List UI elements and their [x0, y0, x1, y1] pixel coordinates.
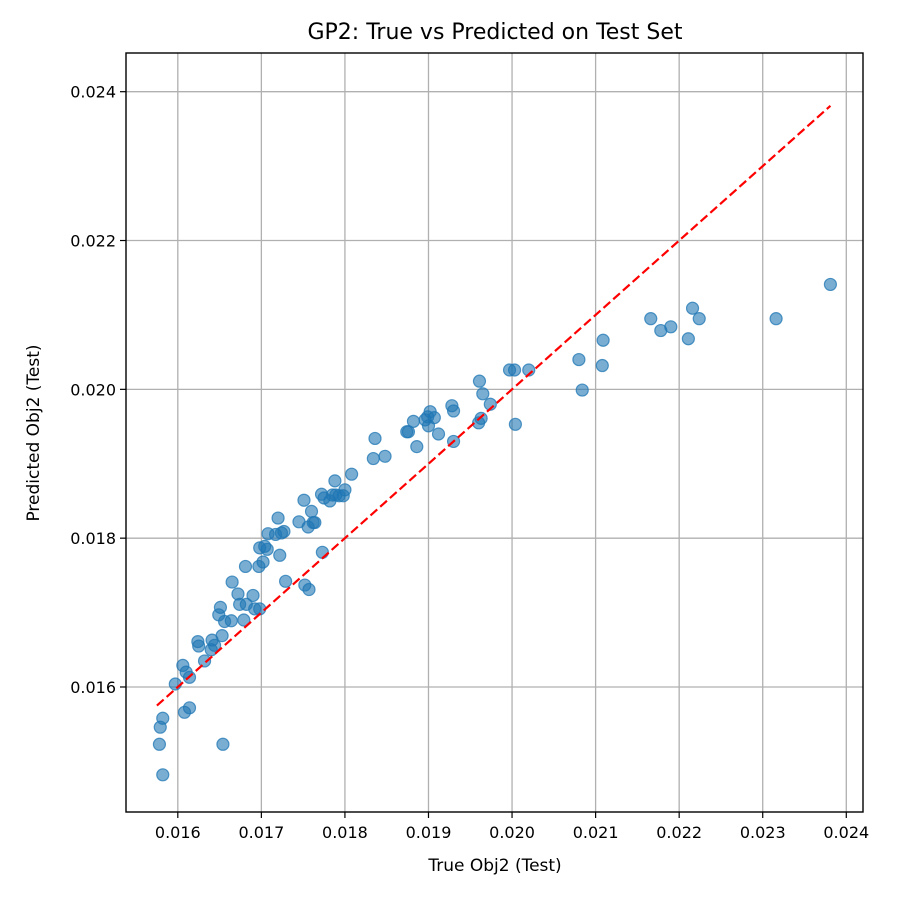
data-point — [572, 352, 586, 367]
data-point — [152, 737, 167, 751]
data-point — [345, 467, 359, 481]
data-point — [277, 524, 291, 539]
data-point — [338, 483, 352, 497]
data-point — [328, 474, 342, 488]
data-point — [315, 545, 329, 559]
data-point — [207, 638, 222, 652]
data-point — [368, 431, 382, 446]
x-tick-label: 0.021 — [573, 823, 619, 842]
data-point — [260, 542, 274, 556]
data-point — [156, 711, 170, 725]
data-point — [427, 411, 441, 425]
data-point — [446, 404, 461, 418]
data-point — [401, 425, 416, 439]
data-points — [152, 277, 838, 782]
data-point — [472, 374, 487, 388]
data-point — [256, 555, 270, 569]
chart-title: GP2: True vs Predicted on Test Set — [307, 20, 682, 45]
data-point — [304, 504, 319, 518]
data-point — [238, 559, 253, 574]
data-point — [410, 440, 424, 454]
data-point — [197, 654, 212, 668]
data-point — [507, 363, 522, 377]
grid — [126, 53, 863, 812]
data-point — [692, 312, 706, 326]
plot-frame — [125, 52, 864, 813]
x-tick-label: 0.018 — [322, 823, 368, 842]
data-point — [431, 427, 446, 441]
x-tick-label: 0.023 — [740, 823, 786, 842]
y-tick-label: 0.016 — [70, 678, 116, 697]
data-point — [664, 320, 678, 334]
y-tick-label: 0.018 — [70, 529, 116, 548]
data-point — [575, 383, 589, 397]
data-point — [278, 574, 293, 588]
x-tick-label: 0.020 — [489, 823, 535, 842]
data-point — [156, 768, 170, 782]
data-point — [224, 614, 238, 628]
data-point — [596, 333, 610, 347]
data-point — [769, 312, 783, 326]
y-tick-label: 0.022 — [70, 232, 116, 251]
y-tick-label: 0.024 — [70, 83, 116, 102]
data-point — [225, 575, 239, 589]
x-tick-label: 0.017 — [238, 823, 284, 842]
data-point — [644, 312, 658, 326]
data-point — [378, 449, 392, 463]
data-point — [685, 301, 700, 315]
x-axis-ticks: 0.016 0.017 0.018 0.019 0.020 0.021 0.022 0.023… — [155, 812, 869, 842]
data-point — [192, 639, 206, 653]
y-tick-label: 0.020 — [70, 380, 116, 399]
data-point — [182, 701, 197, 715]
data-point — [308, 515, 322, 530]
data-point — [476, 387, 490, 401]
reference-line — [156, 105, 832, 707]
x-tick-label: 0.024 — [823, 823, 869, 842]
data-point — [273, 548, 287, 562]
data-point — [474, 411, 488, 425]
data-point — [215, 629, 229, 643]
x-tick-label: 0.022 — [656, 823, 702, 842]
data-point — [681, 332, 695, 346]
data-point — [246, 588, 260, 603]
data-point — [216, 737, 230, 751]
data-point — [271, 511, 285, 525]
data-point — [406, 414, 421, 428]
data-point — [366, 451, 380, 466]
data-point — [297, 493, 311, 507]
y-axis-label: Predicted Obj2 (Test) — [24, 344, 44, 521]
x-tick-label: 0.019 — [406, 823, 452, 842]
data-point — [302, 582, 316, 597]
data-point — [213, 600, 228, 614]
data-point — [823, 277, 838, 292]
y-axis-ticks: 0.016 0.018 0.020 0.022 0.024 — [70, 83, 126, 697]
data-point — [237, 613, 251, 627]
data-point — [508, 417, 522, 431]
x-tick-label: 0.016 — [155, 823, 201, 842]
data-point — [595, 358, 609, 373]
x-axis-label: True Obj2 (Test) — [427, 856, 561, 876]
